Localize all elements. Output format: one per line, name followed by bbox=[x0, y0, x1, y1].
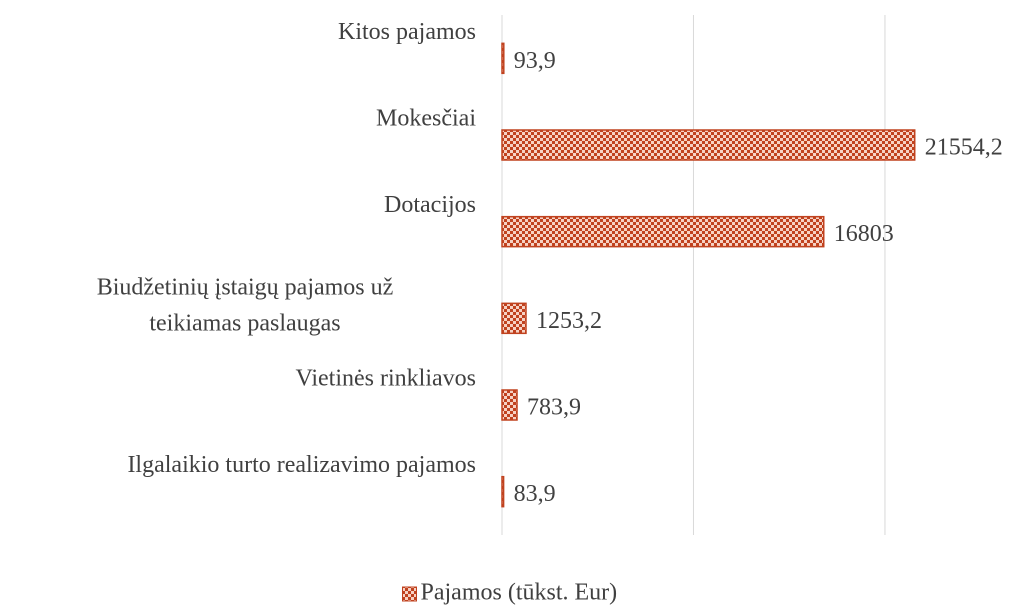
bar bbox=[502, 130, 915, 160]
category-label: Ilgalaikio turto realizavimo pajamos bbox=[127, 452, 476, 478]
data-label: 16803 bbox=[834, 221, 894, 247]
data-label: 21554,2 bbox=[925, 135, 1003, 161]
category-label: Kitos pajamos bbox=[338, 19, 476, 45]
bar bbox=[502, 390, 517, 420]
legend-label: Pajamos (tūkst. Eur) bbox=[421, 580, 618, 606]
bar bbox=[502, 303, 526, 333]
bar bbox=[502, 477, 504, 507]
category-label: Dotacijos bbox=[384, 192, 476, 218]
data-label: 83,9 bbox=[514, 481, 556, 507]
data-label: 1253,2 bbox=[536, 308, 602, 334]
bar bbox=[502, 217, 824, 247]
chart: Kitos pajamos 93,9 Mokesčiai 21554,2 Dotacij… bbox=[0, 0, 1027, 607]
legend-swatch bbox=[403, 587, 417, 601]
data-label: 93,9 bbox=[514, 48, 556, 74]
bar bbox=[502, 43, 504, 73]
category-label: Vietinės rinkliavos bbox=[295, 366, 476, 392]
category-label: Mokesčiai bbox=[376, 106, 476, 132]
data-label: 783,9 bbox=[527, 395, 581, 421]
